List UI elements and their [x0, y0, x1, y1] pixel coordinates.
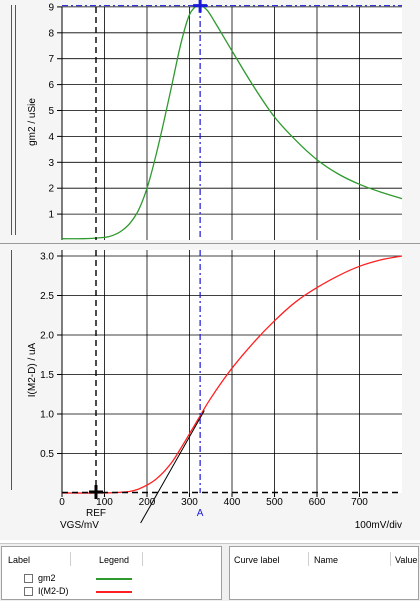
y-tick-label: 2.0 [40, 331, 54, 342]
y-tick-label: 8 [48, 28, 54, 39]
legend-header-legend[interactable]: Legend [99, 555, 130, 565]
y-tick-label: 2 [48, 184, 54, 195]
bottom-panel: Label Legend gm2 I(M2-D) Curve label Nam… [0, 543, 420, 601]
x-tick-label: 200 [139, 497, 156, 508]
gm2-plot[interactable]: 1 2 3 4 5 6 7 8 9 gm2 / uSie [27, 0, 403, 240]
y-tick-label: 9 [48, 2, 54, 13]
x-tick-label: 0 [59, 497, 65, 508]
column-divider[interactable] [390, 552, 391, 566]
x-tick-label: 300 [181, 497, 198, 508]
header-value[interactable]: Value [395, 555, 418, 565]
x-axis-label: VGS/mV [60, 520, 99, 531]
y-tick-label: 2.5 [40, 291, 54, 302]
legend-header-label[interactable]: Label [8, 555, 31, 565]
gm2-curve[interactable] [61, 4, 403, 240]
x-tick-label: 600 [309, 497, 326, 508]
current-y-axis-label: I(M2-D) / uA [27, 342, 38, 397]
legend-label: I(M2-D) [38, 586, 69, 596]
y-tick-label: 1.0 [40, 410, 54, 421]
x-tick-label: 700 [351, 497, 368, 508]
gm2-y-axis-label: gm2 / uSie [27, 98, 38, 146]
header-name[interactable]: Name [314, 555, 339, 565]
y-tick-label: 7 [48, 54, 54, 65]
x-tick-label: 500 [266, 497, 283, 508]
y-tick-label: 0.5 [40, 449, 54, 460]
gm2-grid [62, 6, 402, 240]
y-tick-label: 3 [48, 158, 54, 169]
plot-canvas[interactable]: 1 2 3 4 5 6 7 8 9 gm2 / uSie 0.5 1.0 1.5 2.0 2.5 3.0 … [0, 0, 420, 540]
legend-row-current[interactable]: I(M2-D) [24, 586, 214, 598]
ref-cursor-marker[interactable] [89, 485, 103, 499]
current-x-ticks: 0 100 200 300 400 500 600 700 [59, 493, 368, 508]
ref-cursor-label[interactable]: REF [86, 508, 106, 519]
plot-area[interactable]: 1 2 3 4 5 6 7 8 9 gm2 / uSie 0.5 1.0 1.5 2.0 2.5 3.0 … [0, 0, 420, 540]
column-divider[interactable] [142, 552, 143, 566]
x-tick-label: 400 [224, 497, 241, 508]
current-grid [62, 250, 402, 493]
x-scale-label: 100mV/div [355, 520, 402, 531]
tangent-line [140, 410, 205, 524]
gm2-legend-swatch [96, 578, 132, 580]
cursor-values-pane[interactable]: Curve label Name Value [229, 546, 419, 600]
legend-pane[interactable]: Label Legend gm2 I(M2-D) [1, 546, 222, 600]
y-tick-label: 1.5 [40, 370, 54, 381]
current-curve[interactable] [61, 255, 403, 494]
legend-row-gm2[interactable]: gm2 [24, 573, 214, 585]
y-tick-label: 5 [48, 106, 54, 117]
gm2-visibility-checkbox[interactable] [24, 574, 33, 583]
header-curve-label[interactable]: Curve label [234, 555, 280, 565]
x-tick-label: 100 [96, 497, 113, 508]
gm2-y-ticks: 1 2 3 4 5 6 7 8 9 [48, 2, 62, 221]
y-tick-label: 3.0 [40, 252, 54, 263]
legend-label: gm2 [38, 573, 56, 583]
current-legend-swatch [96, 591, 132, 593]
y-tick-label: 6 [48, 80, 54, 91]
y-tick-label: 1 [48, 210, 54, 221]
current-y-ticks: 0.5 1.0 1.5 2.0 2.5 3.0 [40, 252, 62, 460]
current-visibility-checkbox[interactable] [24, 587, 33, 596]
y-tick-label: 4 [48, 132, 54, 143]
column-divider[interactable] [308, 552, 309, 566]
column-divider[interactable] [70, 552, 71, 566]
cursor-a-marker[interactable] [193, 0, 208, 13]
cursor-a-label[interactable]: A [197, 508, 204, 519]
current-plot[interactable]: 0.5 1.0 1.5 2.0 2.5 3.0 0 100 200 300 400 500 600 70… [27, 250, 403, 524]
